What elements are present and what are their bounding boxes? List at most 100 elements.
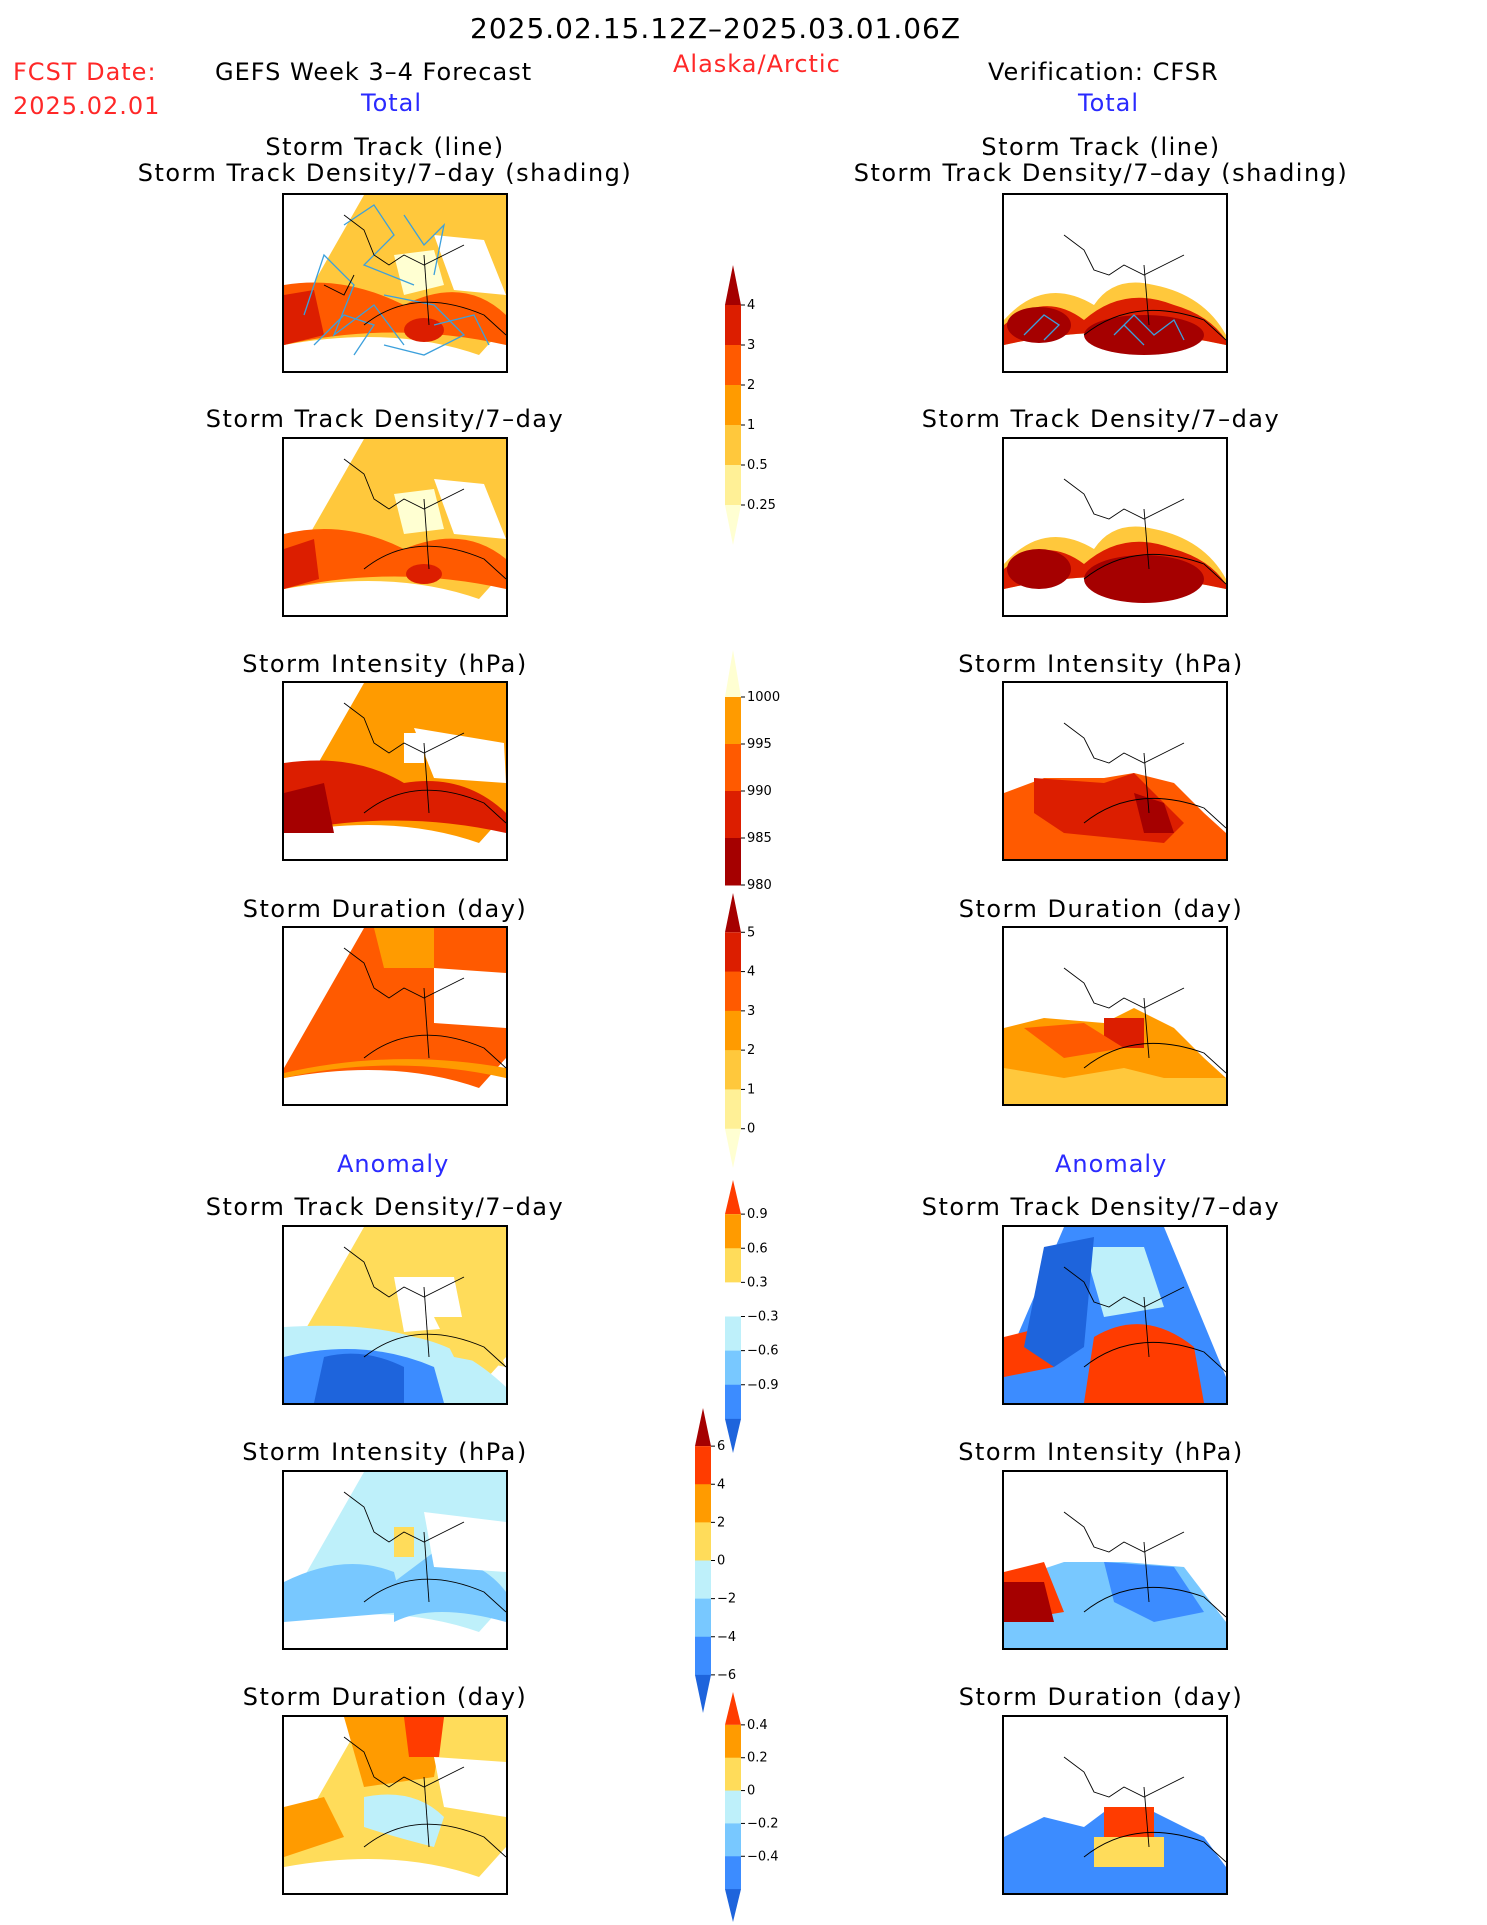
colorbar-swatch: [725, 425, 741, 466]
colorbar-swatch: [725, 971, 741, 1012]
panel-title-anom-density-left: Storm Track Density/7–day: [205, 1193, 565, 1221]
panel-title-density-right: Storm Track Density/7–day: [921, 405, 1281, 433]
colorbar-tick-label: 980: [747, 878, 772, 893]
map-forecast-intensity: [282, 681, 508, 861]
colorbar-tick-label: 3: [747, 338, 755, 353]
anomaly-left-label: Anomaly: [337, 1150, 450, 1178]
colorbar-swatch: [725, 505, 741, 545]
colorbar-swatch: [725, 1128, 741, 1168]
colorbar-swatch: [725, 1724, 741, 1759]
colorbar-swatch: [695, 1560, 711, 1600]
colorbar-swatch: [695, 1598, 711, 1638]
panel-title-duration-left: Storm Duration (day): [242, 895, 528, 923]
colorbar-tick-label: 0.5: [747, 458, 768, 473]
colorbar-swatch: [725, 1316, 741, 1352]
colorbar-tick-label: 6: [717, 1439, 725, 1454]
colorbar-swatch: [695, 1674, 711, 1713]
colorbar-tick-label: 0: [717, 1554, 725, 1569]
colorbar-swatch: [695, 1636, 711, 1676]
colorbar-intensity: 1000 995 990 985 980: [725, 650, 805, 893]
map-cfsr-storm-track: [1002, 193, 1228, 373]
map-cfsr-anom-duration: [1002, 1715, 1228, 1895]
colorbar-tick-label: 4: [747, 965, 755, 980]
colorbar-swatch: [725, 385, 741, 426]
colorbar-tick-label: 990: [747, 784, 772, 799]
colorbar-tick-label: −6: [717, 1668, 736, 1683]
colorbar-tick-label: 995: [747, 737, 772, 752]
colorbar-tick-label: 0.9: [747, 1207, 768, 1222]
colorbar-tick-label: −0.6: [747, 1344, 779, 1359]
colorbar-tick-label: 2: [747, 378, 755, 393]
colorbar-swatch: [725, 1214, 741, 1249]
colorbar-tick-label: 2: [747, 1043, 755, 1058]
colorbar-tick-label: 4: [717, 1477, 725, 1492]
map-cfsr-intensity: [1002, 681, 1228, 861]
colorbar-swatch: [725, 932, 741, 973]
colorbar-swatch: [695, 1522, 711, 1561]
colorbar-swatch: [725, 305, 741, 346]
colorbar-swatch: [725, 1692, 741, 1725]
panel-title-track-shading-right: Storm Track Density/7–day (shading): [853, 159, 1349, 187]
colorbar-tick-label: 5: [747, 925, 755, 940]
colorbar-swatch: [725, 1248, 741, 1283]
region-label: Alaska/Arctic: [673, 50, 841, 78]
fcst-date-value: 2025.02.01: [13, 92, 161, 120]
colorbar-tick-label: 0.4: [747, 1718, 768, 1733]
map-forecast-anom-duration: [282, 1715, 508, 1895]
colorbar-swatch: [725, 791, 741, 839]
colorbar-swatch: [725, 1856, 741, 1890]
colorbar-tick-label: 0.25: [747, 498, 776, 513]
colorbar-tick-label: 1: [747, 418, 755, 433]
panel-title-anom-intensity-left: Storm Intensity (hPa): [242, 1438, 528, 1466]
colorbar-swatch: [725, 893, 741, 933]
colorbar-tick-label: 0: [747, 1784, 755, 1799]
colorbar-anom-duration: 0.4 0.2 0 −0.2 −0.4: [725, 1692, 805, 1924]
colorbar-swatch: [725, 1384, 741, 1420]
colorbar-swatch: [725, 650, 741, 697]
colorbar-tick-label: 0.3: [747, 1275, 768, 1290]
colorbar-swatch: [725, 697, 741, 745]
panel-title-track-shading-left: Storm Track Density/7–day (shading): [137, 159, 633, 187]
colorbar-tick-label: 985: [747, 831, 772, 846]
colorbar-swatch: [725, 465, 741, 506]
colorbar-swatch: [725, 744, 741, 792]
colorbar-tick-label: −0.4: [747, 1849, 779, 1864]
colorbar-swatch: [725, 1050, 741, 1090]
colorbar-tick-label: 1: [747, 1082, 755, 1097]
panel-title-anom-intensity-right: Storm Intensity (hPa): [958, 1438, 1244, 1466]
colorbar-swatch: [725, 1350, 741, 1386]
colorbar-swatch: [725, 1889, 741, 1922]
colorbar-tick-label: −0.9: [747, 1378, 779, 1393]
panel-title-anom-duration-left: Storm Duration (day): [242, 1683, 528, 1711]
map-forecast-duration: [282, 926, 508, 1106]
colorbar-swatch: [725, 1790, 741, 1824]
colorbar-swatch: [695, 1408, 711, 1447]
colorbar-tick-label: 0.6: [747, 1241, 768, 1256]
colorbar-swatch: [725, 265, 741, 305]
panel-title-track-line-right: Storm Track (line): [981, 133, 1221, 161]
panel-title-anom-duration-right: Storm Duration (day): [958, 1683, 1244, 1711]
colorbar-tick-label: 2: [717, 1515, 725, 1530]
colorbar-swatch: [725, 1180, 741, 1215]
total-right-label: Total: [1078, 89, 1140, 117]
panel-title-density-left: Storm Track Density/7–day: [205, 405, 565, 433]
colorbar-tick-label: −0.3: [747, 1310, 779, 1325]
map-cfsr-anom-intensity: [1002, 1470, 1228, 1650]
colorbar-swatch: [725, 1010, 741, 1051]
colorbar-swatch: [725, 1757, 741, 1792]
colorbar-swatch: [725, 1282, 741, 1317]
colorbar-tick-label: 0: [747, 1122, 755, 1137]
colorbar-swatch: [725, 1089, 741, 1130]
colorbar-swatch: [725, 345, 741, 386]
total-left-label: Total: [361, 89, 423, 117]
colorbar-duration: 5 4 3 2 1 0: [725, 893, 805, 1170]
colorbar-swatch: [695, 1484, 711, 1523]
colorbar-tick-label: 1000: [747, 690, 780, 705]
colorbar-anom-intensity: 6 4 2 0 −2 −4 −6: [695, 1408, 775, 1715]
panel-title-anom-density-right: Storm Track Density/7–day: [921, 1193, 1281, 1221]
colorbar-swatch: [695, 1446, 711, 1485]
date-range: 2025.02.15.12Z–2025.03.01.06Z: [470, 12, 962, 45]
colorbar-tick-label: −0.2: [747, 1816, 779, 1831]
map-cfsr-track-density: [1002, 437, 1228, 617]
map-forecast-anom-density: [282, 1225, 508, 1405]
